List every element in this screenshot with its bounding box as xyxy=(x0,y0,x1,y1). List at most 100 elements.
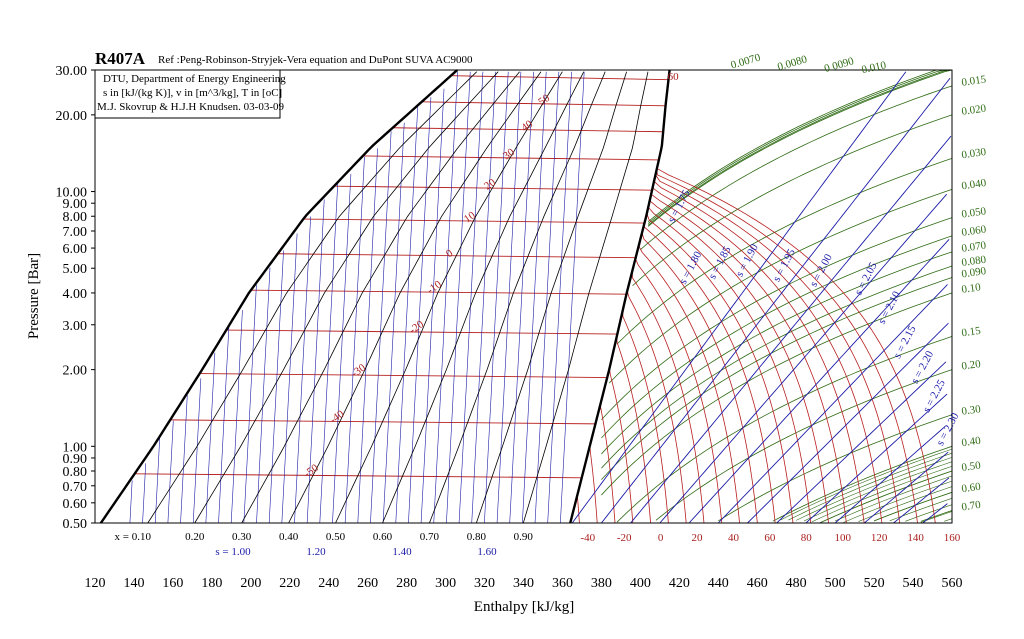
chart-title: R407A xyxy=(95,49,146,68)
volume-label: 0.070 xyxy=(961,239,988,254)
isochore-line xyxy=(944,518,953,522)
y-tick-label: 0.90 xyxy=(63,452,88,467)
plot-frame xyxy=(94,69,953,524)
superheat-temp-label: 120 xyxy=(871,532,888,544)
isentrope-line xyxy=(319,182,339,524)
volume-label: 0.090 xyxy=(961,265,988,280)
isochore-line xyxy=(647,69,953,227)
superheat-temp-label: 80 xyxy=(801,532,813,544)
x-tick-label: 360 xyxy=(552,576,573,591)
isentrope-line xyxy=(281,233,298,524)
isochore-line xyxy=(873,491,953,522)
isentrope-line xyxy=(230,310,243,524)
x-tick-label: 380 xyxy=(591,576,612,591)
volume-label: 0.050 xyxy=(961,205,988,220)
liquid-entropy-label: s = 1.00 xyxy=(215,546,251,558)
isochore-line xyxy=(920,510,953,522)
isochore-line xyxy=(601,265,953,469)
x-tick-label: 120 xyxy=(85,576,106,591)
info-line-1: DTU, Department of Energy Engineering xyxy=(103,73,286,85)
isochore-line xyxy=(616,336,953,523)
isentrope-line xyxy=(509,71,534,524)
quality-label: 0.80 xyxy=(467,531,487,543)
isentrope-line xyxy=(154,437,161,524)
isochore-line xyxy=(655,369,953,521)
x-axis-label: Enthalpy [kJ/kg] xyxy=(474,599,574,615)
isentrope-line xyxy=(522,71,547,524)
isentrope-line xyxy=(344,156,365,524)
isochore-line xyxy=(640,85,953,250)
isochore-line xyxy=(601,235,953,439)
isentrope-line xyxy=(408,97,432,524)
volume-label: 0.40 xyxy=(961,435,982,450)
y-tick-label: 5.00 xyxy=(63,262,88,277)
x-tick-label: 440 xyxy=(708,576,729,591)
isentrope-vapor-line xyxy=(747,322,949,524)
y-tick-label: 0.80 xyxy=(63,465,88,480)
isentrope-vapor-line xyxy=(893,477,950,524)
quality-label: 0.70 xyxy=(420,531,440,543)
isotherm-label: -20 xyxy=(407,318,426,337)
volume-label: 0.50 xyxy=(961,459,982,474)
isentrope-line xyxy=(395,105,419,524)
isotherm-line xyxy=(333,185,653,191)
x-tick-label: 460 xyxy=(747,576,768,591)
superheat-temp-label: 100 xyxy=(834,532,851,544)
y-axis-label: Pressure [Bar] xyxy=(26,253,42,339)
y-tick-label: 7.00 xyxy=(63,225,88,240)
isotherm-superheat-line xyxy=(631,271,705,524)
isentrope-line xyxy=(357,148,378,524)
isotherm-superheat-line xyxy=(652,187,865,524)
isentrope-line xyxy=(294,216,311,524)
volume-label: 0.010 xyxy=(861,59,888,76)
y-tick-label: 4.00 xyxy=(63,287,88,302)
superheat-temp-label: -20 xyxy=(617,532,632,544)
vapor-entropy-label: s = 2.05 xyxy=(853,260,880,297)
isotherm-superheat-line xyxy=(616,336,651,524)
isentrope-vapor-line xyxy=(776,361,947,524)
isochore-line xyxy=(819,470,953,524)
isentrope-line xyxy=(218,327,230,524)
isotherm-line xyxy=(277,253,637,259)
vapor-entropy-label: s = 2.00 xyxy=(808,252,835,289)
isentrope-line xyxy=(129,480,133,524)
isotherm-label: -40 xyxy=(328,408,347,427)
quality-line xyxy=(522,71,649,524)
x-tick-label: 160 xyxy=(162,576,183,591)
isotherm-superheat-line xyxy=(656,168,936,524)
y-tick-label: 0.70 xyxy=(63,480,88,495)
isochore-line xyxy=(616,157,953,345)
isochore-line xyxy=(601,217,953,421)
x-tick-label: 180 xyxy=(201,576,222,591)
x-tick-label: 140 xyxy=(123,576,144,591)
isotherm-superheat-line xyxy=(609,368,634,524)
vapor-entropy-label: s = 2.30 xyxy=(934,411,961,448)
isentrope-line xyxy=(496,71,522,524)
isotherm-superheat-line xyxy=(649,200,829,524)
isentrope-line xyxy=(484,71,509,524)
isotherm-superheat-line xyxy=(589,445,598,524)
x-tick-label: 400 xyxy=(630,576,651,591)
x-tick-label: 500 xyxy=(825,576,846,591)
x-tick-label: 240 xyxy=(318,576,339,591)
isentrope-line xyxy=(433,71,458,524)
isentrope-line xyxy=(142,463,147,524)
isochore-line xyxy=(835,475,953,522)
isentrope-vapor-line xyxy=(717,284,948,524)
quality-label: 0.50 xyxy=(326,531,346,543)
isentrope-line xyxy=(256,267,271,524)
vapor-entropy-label: s = 2.10 xyxy=(876,289,903,326)
isotherm-line xyxy=(450,75,669,81)
isentrope-vapor-line xyxy=(659,193,948,524)
quality-line xyxy=(288,71,542,524)
superheat-temp-label: 140 xyxy=(907,532,924,544)
volume-label: 0.70 xyxy=(961,499,982,514)
x-tick-label: 540 xyxy=(903,576,924,591)
isentrope-vapor-line xyxy=(922,503,948,524)
isochore-line xyxy=(647,69,945,223)
vapor-entropy-label: s = 2.25 xyxy=(921,377,948,414)
volume-label: 0.020 xyxy=(961,102,988,117)
superheat-temp-label: 20 xyxy=(692,532,704,544)
isotherm-superheat-line xyxy=(638,245,740,524)
